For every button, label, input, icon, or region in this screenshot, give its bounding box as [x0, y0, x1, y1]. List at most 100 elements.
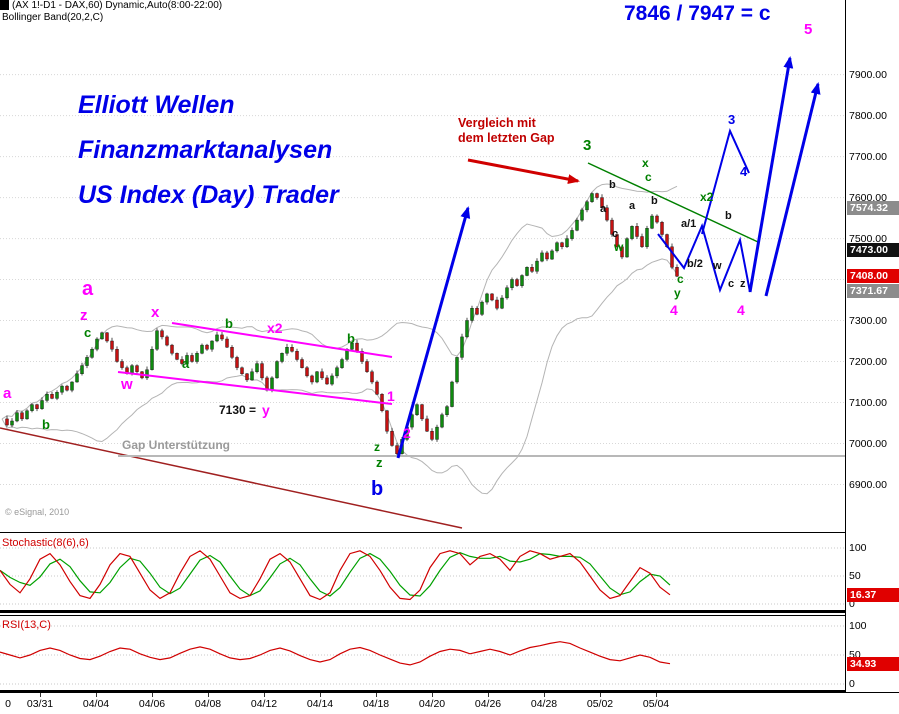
wave-label: b	[42, 417, 50, 432]
price-badge: 7473.00	[847, 242, 899, 257]
wave-label: c	[677, 272, 684, 286]
wave-label: x	[151, 304, 160, 321]
wave-label: y	[262, 402, 270, 418]
date-label: 04/18	[362, 698, 390, 710]
window-icon	[0, 0, 9, 10]
date-tick	[152, 693, 153, 697]
wave-label: 7130 =	[219, 403, 256, 417]
wave-label: x	[642, 156, 649, 170]
date-label: 04/06	[138, 698, 166, 710]
wave-label: w	[613, 240, 624, 254]
date-label: 04/14	[306, 698, 334, 710]
date-tick	[432, 693, 433, 697]
price-tick-label: 7100.00	[849, 396, 887, 409]
brand-line-1: Elliott Wellen	[78, 91, 235, 119]
stochastic-tick-label: 50	[849, 570, 861, 582]
price-badge: 7408.00	[847, 269, 899, 284]
price-tick-label: 7500.00	[849, 232, 887, 245]
wave-label: y	[674, 286, 681, 300]
brand-text: Elliott Wellen Finanzmarktanalysen US In…	[78, 92, 339, 227]
wave-label: a	[3, 385, 12, 402]
wave-label: z	[376, 455, 383, 470]
date-label: 04/04	[82, 698, 110, 710]
wave-label: b	[609, 179, 616, 191]
stochastic-panel[interactable]	[0, 536, 845, 610]
wave-label: z	[80, 307, 88, 324]
rsi-tick-label: 100	[849, 620, 867, 632]
stochastic-value-badge: 16.37	[847, 587, 899, 602]
time-axis[interactable]: 03/31 04/04 04/06 04/08 04/12 04/14 04/18 04/20…	[0, 692, 899, 714]
date-label: 05/04	[642, 698, 670, 710]
price-tick-label: 7900.00	[849, 68, 887, 81]
price-tick-label: 7300.00	[849, 314, 887, 327]
gap-note-line-2: dem letzten Gap	[458, 131, 555, 145]
rsi-tick-label: 50	[849, 649, 861, 661]
wave-label: x2	[700, 190, 714, 204]
panel-separator	[0, 532, 899, 533]
stochastic-tick-label: 0	[849, 598, 855, 610]
rsi-label: RSI(13,C)	[2, 619, 51, 631]
price-tick-label: 6900.00	[849, 478, 887, 491]
price-badge: 7574.32	[847, 201, 899, 216]
wave-label: z	[740, 278, 746, 290]
price-tick-label: 7700.00	[849, 150, 887, 163]
panel-separator	[0, 615, 899, 616]
date-tick	[600, 693, 601, 697]
date-label: 04/08	[194, 698, 222, 710]
price-badge: 7371.67	[847, 284, 899, 299]
wave-label: a	[182, 356, 190, 371]
rsi-tick-label: 0	[849, 678, 855, 690]
price-tick-label: 7800.00	[849, 109, 887, 122]
stochastic-tick-label: 100	[849, 542, 867, 554]
wave-label: 2	[403, 425, 411, 441]
wave-label: a	[629, 200, 636, 212]
wave-label: b	[725, 210, 732, 222]
wave-label: b	[371, 478, 383, 500]
date-tick	[488, 693, 489, 697]
origin-label: 0	[5, 698, 11, 710]
rsi-panel[interactable]	[0, 618, 845, 690]
date-tick	[40, 693, 41, 697]
wave-label: 4	[737, 302, 745, 318]
price-axis[interactable]: 7900.007800.007700.007600.007500.007400.…	[845, 0, 899, 692]
gap-support-label: Gap Unterstützung	[122, 438, 230, 452]
wave-label: 1	[387, 388, 395, 404]
date-tick	[376, 693, 377, 697]
date-tick	[96, 693, 97, 697]
wave-label: 3	[728, 112, 735, 127]
wave-label: 3	[583, 137, 591, 154]
wave-label: a	[600, 203, 607, 215]
price-tick-label: 7600.00	[849, 191, 887, 204]
date-label: 05/02	[586, 698, 614, 710]
date-label: 04/26	[474, 698, 502, 710]
wave-label: c	[612, 228, 618, 240]
wave-label: a/1	[681, 218, 696, 230]
panel-separator	[0, 690, 899, 692]
date-label: 04/20	[418, 698, 446, 710]
wave-label: b/2	[687, 258, 703, 270]
price-tick-label: 7200.00	[849, 355, 887, 368]
gap-note-line-1: Vergleich mit	[458, 116, 536, 130]
copyright-label: © eSignal, 2010	[5, 507, 70, 517]
date-tick	[208, 693, 209, 697]
wave-label: 4	[740, 164, 748, 179]
wave-label: a	[82, 278, 94, 300]
wave-label: c	[645, 170, 652, 184]
wave-label: x2	[267, 320, 283, 336]
panel-separator[interactable]	[0, 610, 899, 613]
gap-comparison-note: Vergleich mit dem letzten Gap	[458, 116, 555, 146]
date-tick	[320, 693, 321, 697]
wave-label: b	[651, 195, 658, 207]
wave-label: z	[374, 440, 380, 454]
date-tick	[656, 693, 657, 697]
date-tick	[544, 693, 545, 697]
chart-title: (AX 1!-D1 - DAX,60) Dynamic,Auto(8:00-22…	[12, 0, 223, 11]
wave-label: w	[712, 260, 722, 272]
price-target-headline: 7846 / 7947 = c	[624, 2, 771, 25]
date-label: 04/12	[250, 698, 278, 710]
wave-label: c	[84, 325, 91, 340]
brand-line-3: US Index (Day) Trader	[78, 181, 339, 209]
wave-label: 4	[670, 302, 678, 318]
